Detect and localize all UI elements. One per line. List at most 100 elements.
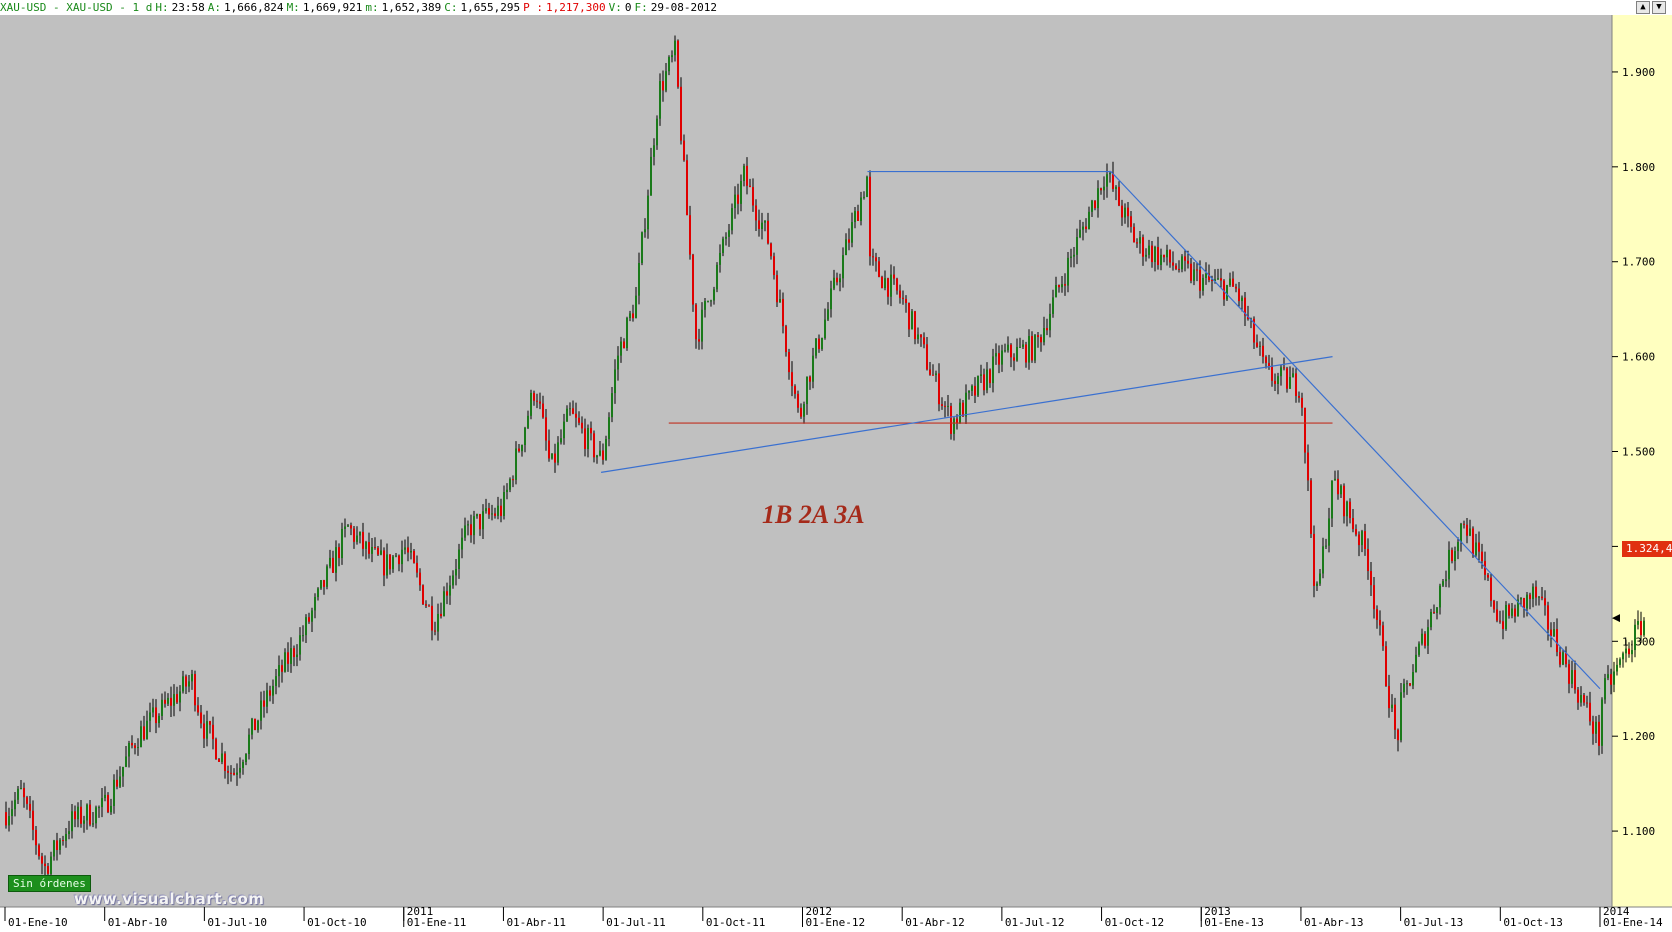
candle-body xyxy=(557,442,559,463)
candle-body xyxy=(701,309,703,342)
candle-body xyxy=(1316,583,1318,586)
candle-body xyxy=(1511,608,1513,616)
candle-body xyxy=(716,264,718,290)
candle-body xyxy=(938,373,940,405)
candle-body xyxy=(1208,273,1210,281)
candle-body xyxy=(1502,621,1504,630)
trendlines-group xyxy=(600,170,1601,690)
candle-body xyxy=(653,145,655,157)
candle-body xyxy=(1172,262,1174,266)
candle-body xyxy=(725,236,727,239)
candle-body xyxy=(782,298,784,327)
candle-body xyxy=(308,617,310,622)
scroll-down-icon[interactable]: ▼ xyxy=(1652,1,1666,14)
candle-body xyxy=(1391,704,1393,709)
candle-body xyxy=(1181,256,1183,270)
candle-body xyxy=(704,301,706,310)
candle-body xyxy=(347,525,349,527)
candle-body xyxy=(167,697,169,704)
header-field: 23:58 xyxy=(171,1,205,14)
candle-body xyxy=(1604,678,1606,700)
candle-body xyxy=(1607,674,1609,679)
candle-body xyxy=(488,508,490,515)
candle-body xyxy=(986,369,988,391)
candle-body xyxy=(215,739,217,759)
candle-body xyxy=(86,804,88,821)
candle-body xyxy=(1433,611,1435,613)
header-field: 1,655,295 xyxy=(460,1,521,14)
candle-body xyxy=(1202,277,1204,291)
candle-body xyxy=(1304,407,1306,453)
candle-body xyxy=(764,220,766,223)
candle-body xyxy=(1034,335,1036,361)
candle-body xyxy=(773,256,775,276)
candle-body xyxy=(1007,344,1009,351)
candle-body xyxy=(1460,523,1462,543)
candle-body xyxy=(1565,652,1567,665)
candle-body xyxy=(473,516,475,536)
price-tick-label: 1.100 xyxy=(1622,825,1655,838)
candle-body xyxy=(1313,533,1315,586)
candle-body xyxy=(101,798,103,808)
candle-body xyxy=(1016,346,1018,361)
candle-body xyxy=(923,337,925,345)
falling-trendline-line[interactable] xyxy=(1110,171,1601,690)
candle-body xyxy=(503,492,505,516)
candle-body xyxy=(965,392,967,417)
candle-body xyxy=(170,697,172,706)
candle-body xyxy=(710,300,712,302)
candle-body xyxy=(671,55,673,58)
candle-body xyxy=(380,550,382,555)
candle-body xyxy=(1211,280,1213,282)
candle-body xyxy=(1319,573,1321,584)
candle-body xyxy=(1271,366,1273,381)
header-field: 1,669,921 xyxy=(302,1,363,14)
rising-trendline-line[interactable] xyxy=(600,356,1333,473)
candle-body xyxy=(569,408,571,410)
candle-body xyxy=(245,754,247,763)
candle-body xyxy=(248,734,250,755)
candle-body xyxy=(107,794,109,813)
candle-body xyxy=(1553,629,1555,636)
candle-body xyxy=(632,313,634,319)
candle-body xyxy=(182,676,184,692)
candle-body xyxy=(596,455,598,458)
candle-body xyxy=(884,278,886,289)
candle-body xyxy=(947,405,949,407)
candle-body xyxy=(272,685,274,696)
candle-body xyxy=(1385,646,1387,687)
candle-body xyxy=(728,230,730,237)
candle-body xyxy=(1157,247,1159,265)
candle-body xyxy=(905,298,907,303)
header-field: 1,666,824 xyxy=(223,1,284,14)
candle-body xyxy=(890,274,892,297)
candle-body xyxy=(1043,328,1045,343)
scroll-up-icon[interactable]: ▲ xyxy=(1636,1,1650,14)
candle-body xyxy=(1325,545,1327,547)
candle-body xyxy=(1448,549,1450,580)
candle-body xyxy=(491,513,493,515)
candle-body xyxy=(1457,542,1459,552)
candle-body xyxy=(1292,373,1294,377)
header-scroll-buttons[interactable]: ▲ ▼ xyxy=(1634,0,1666,15)
candle-body xyxy=(1574,670,1576,690)
candle-body xyxy=(1004,350,1006,352)
candle-body xyxy=(233,772,235,775)
candle-body xyxy=(647,195,649,230)
header-field: XAU-USD - XAU-USD - 1 d xyxy=(0,1,153,14)
price-chart[interactable]: 1.9001.8001.7001.6001.5001.4001.3001.200… xyxy=(0,15,1672,932)
candle-body xyxy=(749,185,751,188)
candle-body xyxy=(1022,344,1024,347)
candle-body xyxy=(1307,452,1309,481)
candle-body xyxy=(1055,285,1057,298)
header-field: 29-08-2012 xyxy=(650,1,717,14)
time-tick-label: 01-Ene-10 xyxy=(8,916,68,929)
candle-body xyxy=(38,845,40,857)
candle-body xyxy=(1382,625,1384,647)
candle-body xyxy=(1397,729,1399,741)
candle-body xyxy=(1235,286,1237,289)
candle-body xyxy=(605,439,607,460)
candle-body xyxy=(1517,599,1519,617)
candle-body xyxy=(341,528,343,559)
candle-body xyxy=(1100,188,1102,191)
